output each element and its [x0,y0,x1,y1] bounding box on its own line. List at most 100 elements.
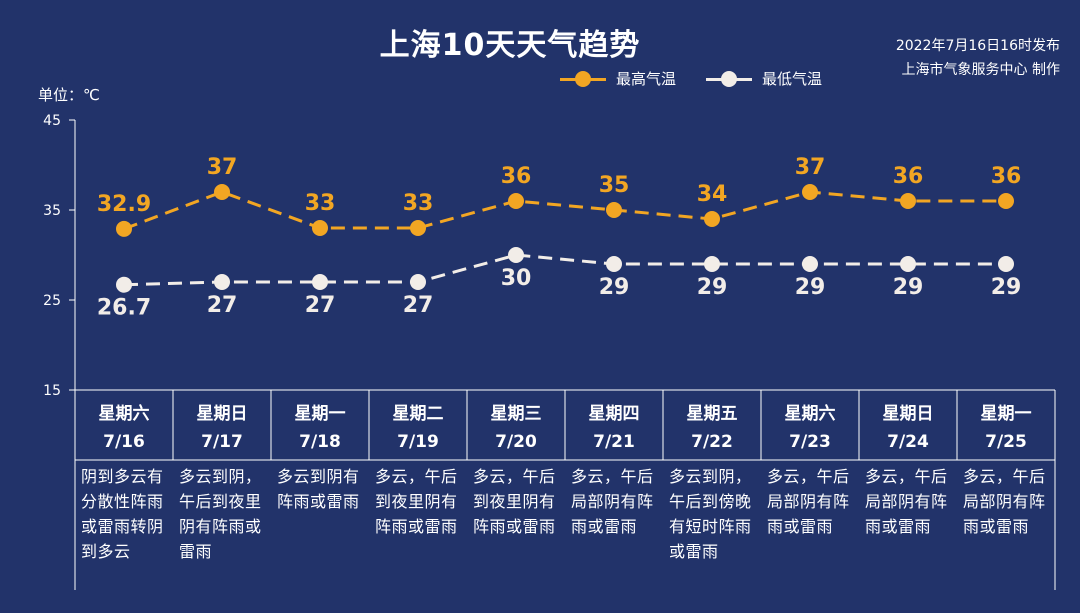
data-point-high [998,193,1014,209]
weekday-label: 星期日 [196,404,248,424]
weather-description: 多云，午后局部阴有阵雨或雷雨 [865,467,948,536]
day-header: 星期一 7/18 [271,400,369,456]
publish-info: 2022年7月16日16时发布 上海市气象服务中心 制作 [896,34,1060,82]
legend-label-high: 最高气温 [616,70,677,88]
weekday-label: 星期四 [588,404,640,424]
data-label-low: 27 [305,293,336,318]
data-label-high: 32.9 [97,192,151,217]
weather-description: 多云到阴，午后到夜里阴有阵雨或雷雨 [179,467,262,561]
data-point-low [998,256,1014,272]
data-label-high: 36 [991,164,1022,189]
weather-description: 多云到阴有阵雨或雷雨 [277,467,360,511]
data-label-low: 29 [795,275,826,300]
date-label: 7/22 [691,432,733,452]
legend-swatch-low [706,70,753,87]
data-label-low: 29 [991,275,1022,300]
weather-description: 多云，午后局部阴有阵雨或雷雨 [571,467,654,536]
data-point-high [704,211,720,227]
weather-description: 多云，午后局部阴有阵雨或雷雨 [963,467,1046,536]
data-label-low: 26.7 [97,296,151,321]
data-label-high: 36 [893,164,924,189]
y-tick-label: 15 [43,383,61,399]
legend-dot-high [575,70,591,87]
data-label-low: 29 [599,275,630,300]
unit-label: 单位：℃ [38,86,100,104]
publish-time: 2022年7月16日16时发布 [895,38,1060,54]
data-label-high: 37 [207,155,238,180]
data-point-low [606,256,622,272]
weekday-label: 星期六 [784,404,836,424]
day-header: 星期日 7/17 [173,400,271,456]
date-label: 7/23 [789,432,831,452]
data-point-low [704,256,720,272]
data-label-high: 37 [795,155,826,180]
date-label: 7/18 [299,432,341,452]
data-label-low: 30 [501,266,532,291]
weather-description: 阴到多云有分散性阵雨或雷雨转阴到多云 [81,467,164,561]
data-label-high: 33 [305,191,336,216]
y-tick-label: 35 [43,203,61,219]
day-header: 星期五 7/22 [663,400,761,456]
data-point-low [508,247,524,263]
date-label: 7/19 [397,432,439,452]
day-header: 星期六 7/23 [761,400,859,456]
data-point-high [606,202,622,218]
date-label: 7/17 [201,432,243,452]
weekday-label: 星期二 [392,404,444,424]
data-point-low [410,274,426,290]
data-point-high [900,193,916,209]
data-point-high [410,220,426,236]
day-header: 星期一 7/25 [957,400,1055,456]
data-point-low [214,274,230,290]
day-header: 星期日 7/24 [859,400,957,456]
weather-description: 多云，午后到夜里阴有阵雨或雷雨 [375,467,458,536]
data-label-low: 29 [697,275,728,300]
weekday-label: 星期三 [490,404,542,424]
series-line-low [123,253,1006,287]
legend-dot-low [721,70,738,87]
weekday-label: 星期日 [882,404,934,424]
data-label-high: 34 [697,182,728,207]
data-label-low: 27 [403,293,434,318]
data-point-low [312,274,328,290]
weekday-label: 星期一 [294,404,346,424]
data-point-high [508,193,524,209]
data-point-low [900,256,916,272]
weekday-label: 星期六 [98,404,150,424]
page-title: 上海10天天气趋势 [379,28,641,63]
weather-description: 多云，午后局部阴有阵雨或雷雨 [767,467,850,536]
date-label: 7/16 [103,432,145,452]
data-label-high: 36 [501,164,532,189]
day-header: 星期四 7/21 [565,400,663,456]
weather-description: 多云，午后到夜里阴有阵雨或雷雨 [473,467,556,536]
data-label-high: 33 [403,191,434,216]
series-line-high [123,190,1006,231]
data-point-high [802,184,818,200]
weather-description: 多云到阴，午后到傍晚有短时阵雨或雷雨 [669,467,752,561]
legend-item-high: 最高气温 [560,68,676,89]
date-label: 7/25 [985,432,1027,452]
data-point-high [214,184,230,200]
data-point-low [802,256,818,272]
legend: 最高气温 最低气温 [560,68,822,89]
data-label-high: 35 [599,173,630,198]
y-tick-label: 45 [43,113,61,129]
date-label: 7/24 [887,432,929,452]
day-header: 星期三 7/20 [467,400,565,456]
data-label-low: 29 [893,275,924,300]
date-label: 7/21 [593,432,635,452]
day-header: 星期六 7/16 [75,400,173,456]
publisher: 上海市气象服务中心 制作 [901,62,1060,78]
legend-swatch-high [560,70,606,87]
data-label-low: 27 [207,293,238,318]
y-tick-label: 25 [43,293,61,309]
weekday-label: 星期五 [686,404,738,424]
day-header: 星期二 7/19 [369,400,467,456]
legend-label-low: 最低气温 [762,70,823,88]
data-point-high [116,220,132,237]
date-label: 7/20 [495,432,537,452]
data-point-low [116,276,132,293]
data-point-high [312,220,328,236]
legend-item-low: 最低气温 [706,68,822,89]
